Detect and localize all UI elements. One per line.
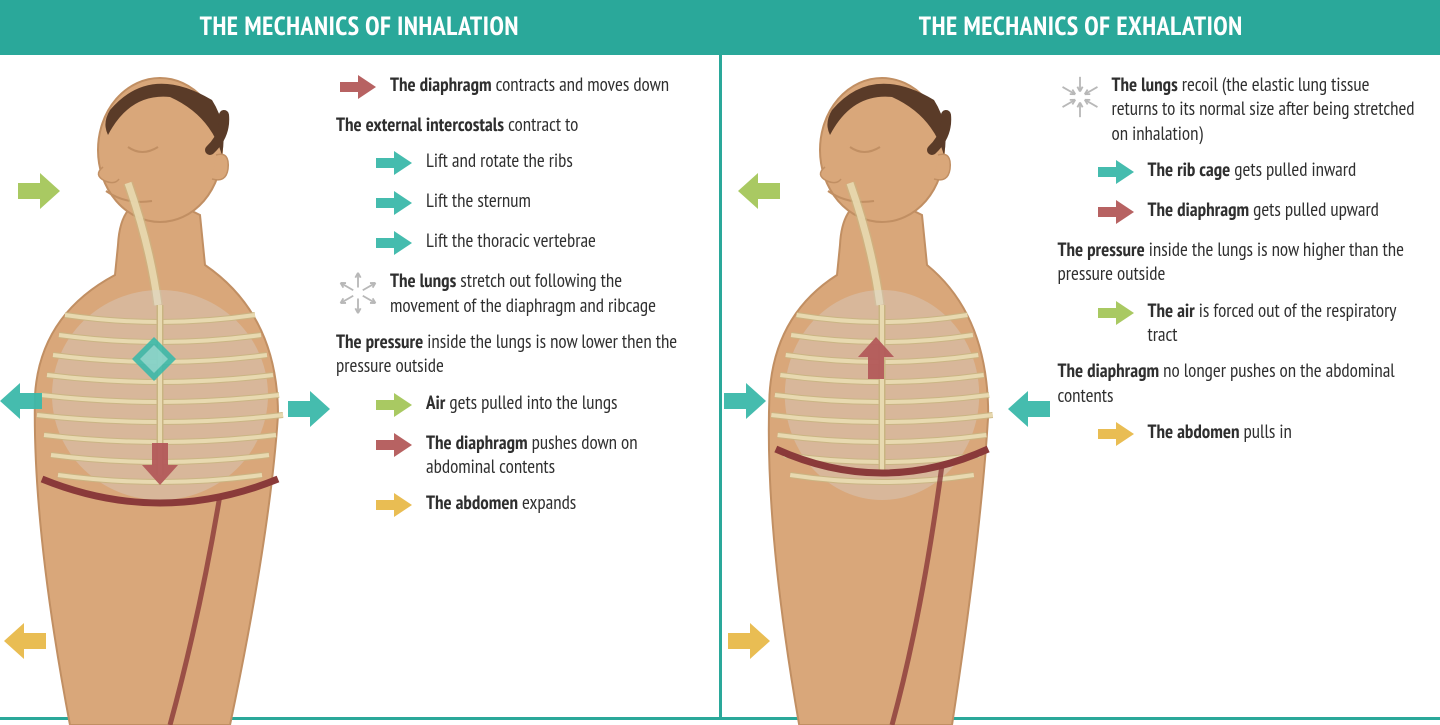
bullet-row: Air gets pulled into the lungs xyxy=(372,391,695,419)
panel-title-inhalation: THE MECHANICS OF INHALATION xyxy=(0,0,719,55)
figure-exhalation xyxy=(722,55,1052,722)
text-line: The abdomen expands xyxy=(426,491,576,515)
text-line: The lungs recoil (the elastic lung tissu… xyxy=(1112,73,1417,146)
panel-inhalation: THE MECHANICS OF INHALATION xyxy=(0,0,722,720)
bullet-row: The air is forced out of the respiratory… xyxy=(1094,299,1417,348)
text-line: The air is forced out of the respiratory… xyxy=(1148,299,1417,348)
arrow-icon xyxy=(372,229,416,257)
arrow-icon xyxy=(372,491,416,519)
text-line: The rib cage gets pulled inward xyxy=(1148,158,1357,182)
text-line: The diaphragm gets pulled upward xyxy=(1148,198,1379,222)
bullet-row: The abdomen expands xyxy=(372,491,695,519)
text-line: The lungs stretch out following the move… xyxy=(390,269,695,318)
burst-icon xyxy=(1058,73,1102,121)
arrow-icon xyxy=(1094,420,1138,448)
arrow-icon xyxy=(1094,299,1138,327)
figure-arrow-icon xyxy=(282,383,334,435)
arrow-icon xyxy=(1094,198,1138,226)
bullet-row: The diaphragm gets pulled upward xyxy=(1094,198,1417,226)
arrow-icon xyxy=(372,149,416,177)
figure-inhalation xyxy=(0,55,330,722)
figure-arrow-icon xyxy=(722,615,774,667)
text-plain: The external intercostals contract to xyxy=(336,113,695,137)
bullet-row: The diaphragm pushes down on abdominal c… xyxy=(372,431,695,480)
figure-arrow-icon xyxy=(0,375,48,427)
text-exhalation: The lungs recoil (the elastic lung tissu… xyxy=(1052,55,1440,722)
arrow-icon xyxy=(372,189,416,217)
text-line: The abdomen pulls in xyxy=(1148,420,1292,444)
text-line: Air gets pulled into the lungs xyxy=(426,391,617,415)
arrow-icon xyxy=(372,431,416,459)
bullet-row: Lift the sternum xyxy=(372,189,695,217)
panel-exhalation: THE MECHANICS OF EXHALATION xyxy=(722,0,1440,720)
figure-arrow-icon xyxy=(128,333,180,385)
bullet-row: Lift the thoracic vertebrae xyxy=(372,229,695,257)
figure-arrow-icon xyxy=(1004,383,1056,435)
arrow-icon xyxy=(1094,158,1138,186)
bullet-row: The lungs recoil (the elastic lung tissu… xyxy=(1058,73,1417,146)
arrow-icon xyxy=(372,391,416,419)
text-plain: The diaphragm no longer pushes on the ab… xyxy=(1058,359,1417,408)
panel-title-exhalation: THE MECHANICS OF EXHALATION xyxy=(722,0,1440,55)
text-plain: The pressure inside the lungs is now low… xyxy=(336,330,695,379)
text-plain: The pressure inside the lungs is now hig… xyxy=(1058,238,1417,287)
bullet-row: The lungs stretch out following the move… xyxy=(336,269,695,318)
burst-icon xyxy=(336,269,380,317)
arrow-icon xyxy=(336,73,380,101)
bullet-row: The rib cage gets pulled inward xyxy=(1094,158,1417,186)
figure-arrow-icon xyxy=(850,333,902,385)
figure-arrow-icon xyxy=(718,375,770,427)
infographic: THE MECHANICS OF INHALATION xyxy=(0,0,1440,720)
text-line: The diaphragm contracts and moves down xyxy=(390,73,669,97)
text-line: Lift the thoracic vertebrae xyxy=(426,229,596,253)
figure-arrow-icon xyxy=(0,615,52,667)
bullet-row: Lift and rotate the ribs xyxy=(372,149,695,177)
figure-arrow-icon xyxy=(734,165,786,217)
text-line: Lift the sternum xyxy=(426,189,531,213)
figure-arrow-icon xyxy=(134,437,186,489)
text-line: The diaphragm pushes down on abdominal c… xyxy=(426,431,695,480)
bullet-row: The abdomen pulls in xyxy=(1094,420,1417,448)
bullet-row: The diaphragm contracts and moves down xyxy=(336,73,695,101)
text-inhalation: The diaphragm contracts and moves down Th… xyxy=(330,55,719,722)
figure-arrow-icon xyxy=(12,165,64,217)
text-line: Lift and rotate the ribs xyxy=(426,149,573,173)
